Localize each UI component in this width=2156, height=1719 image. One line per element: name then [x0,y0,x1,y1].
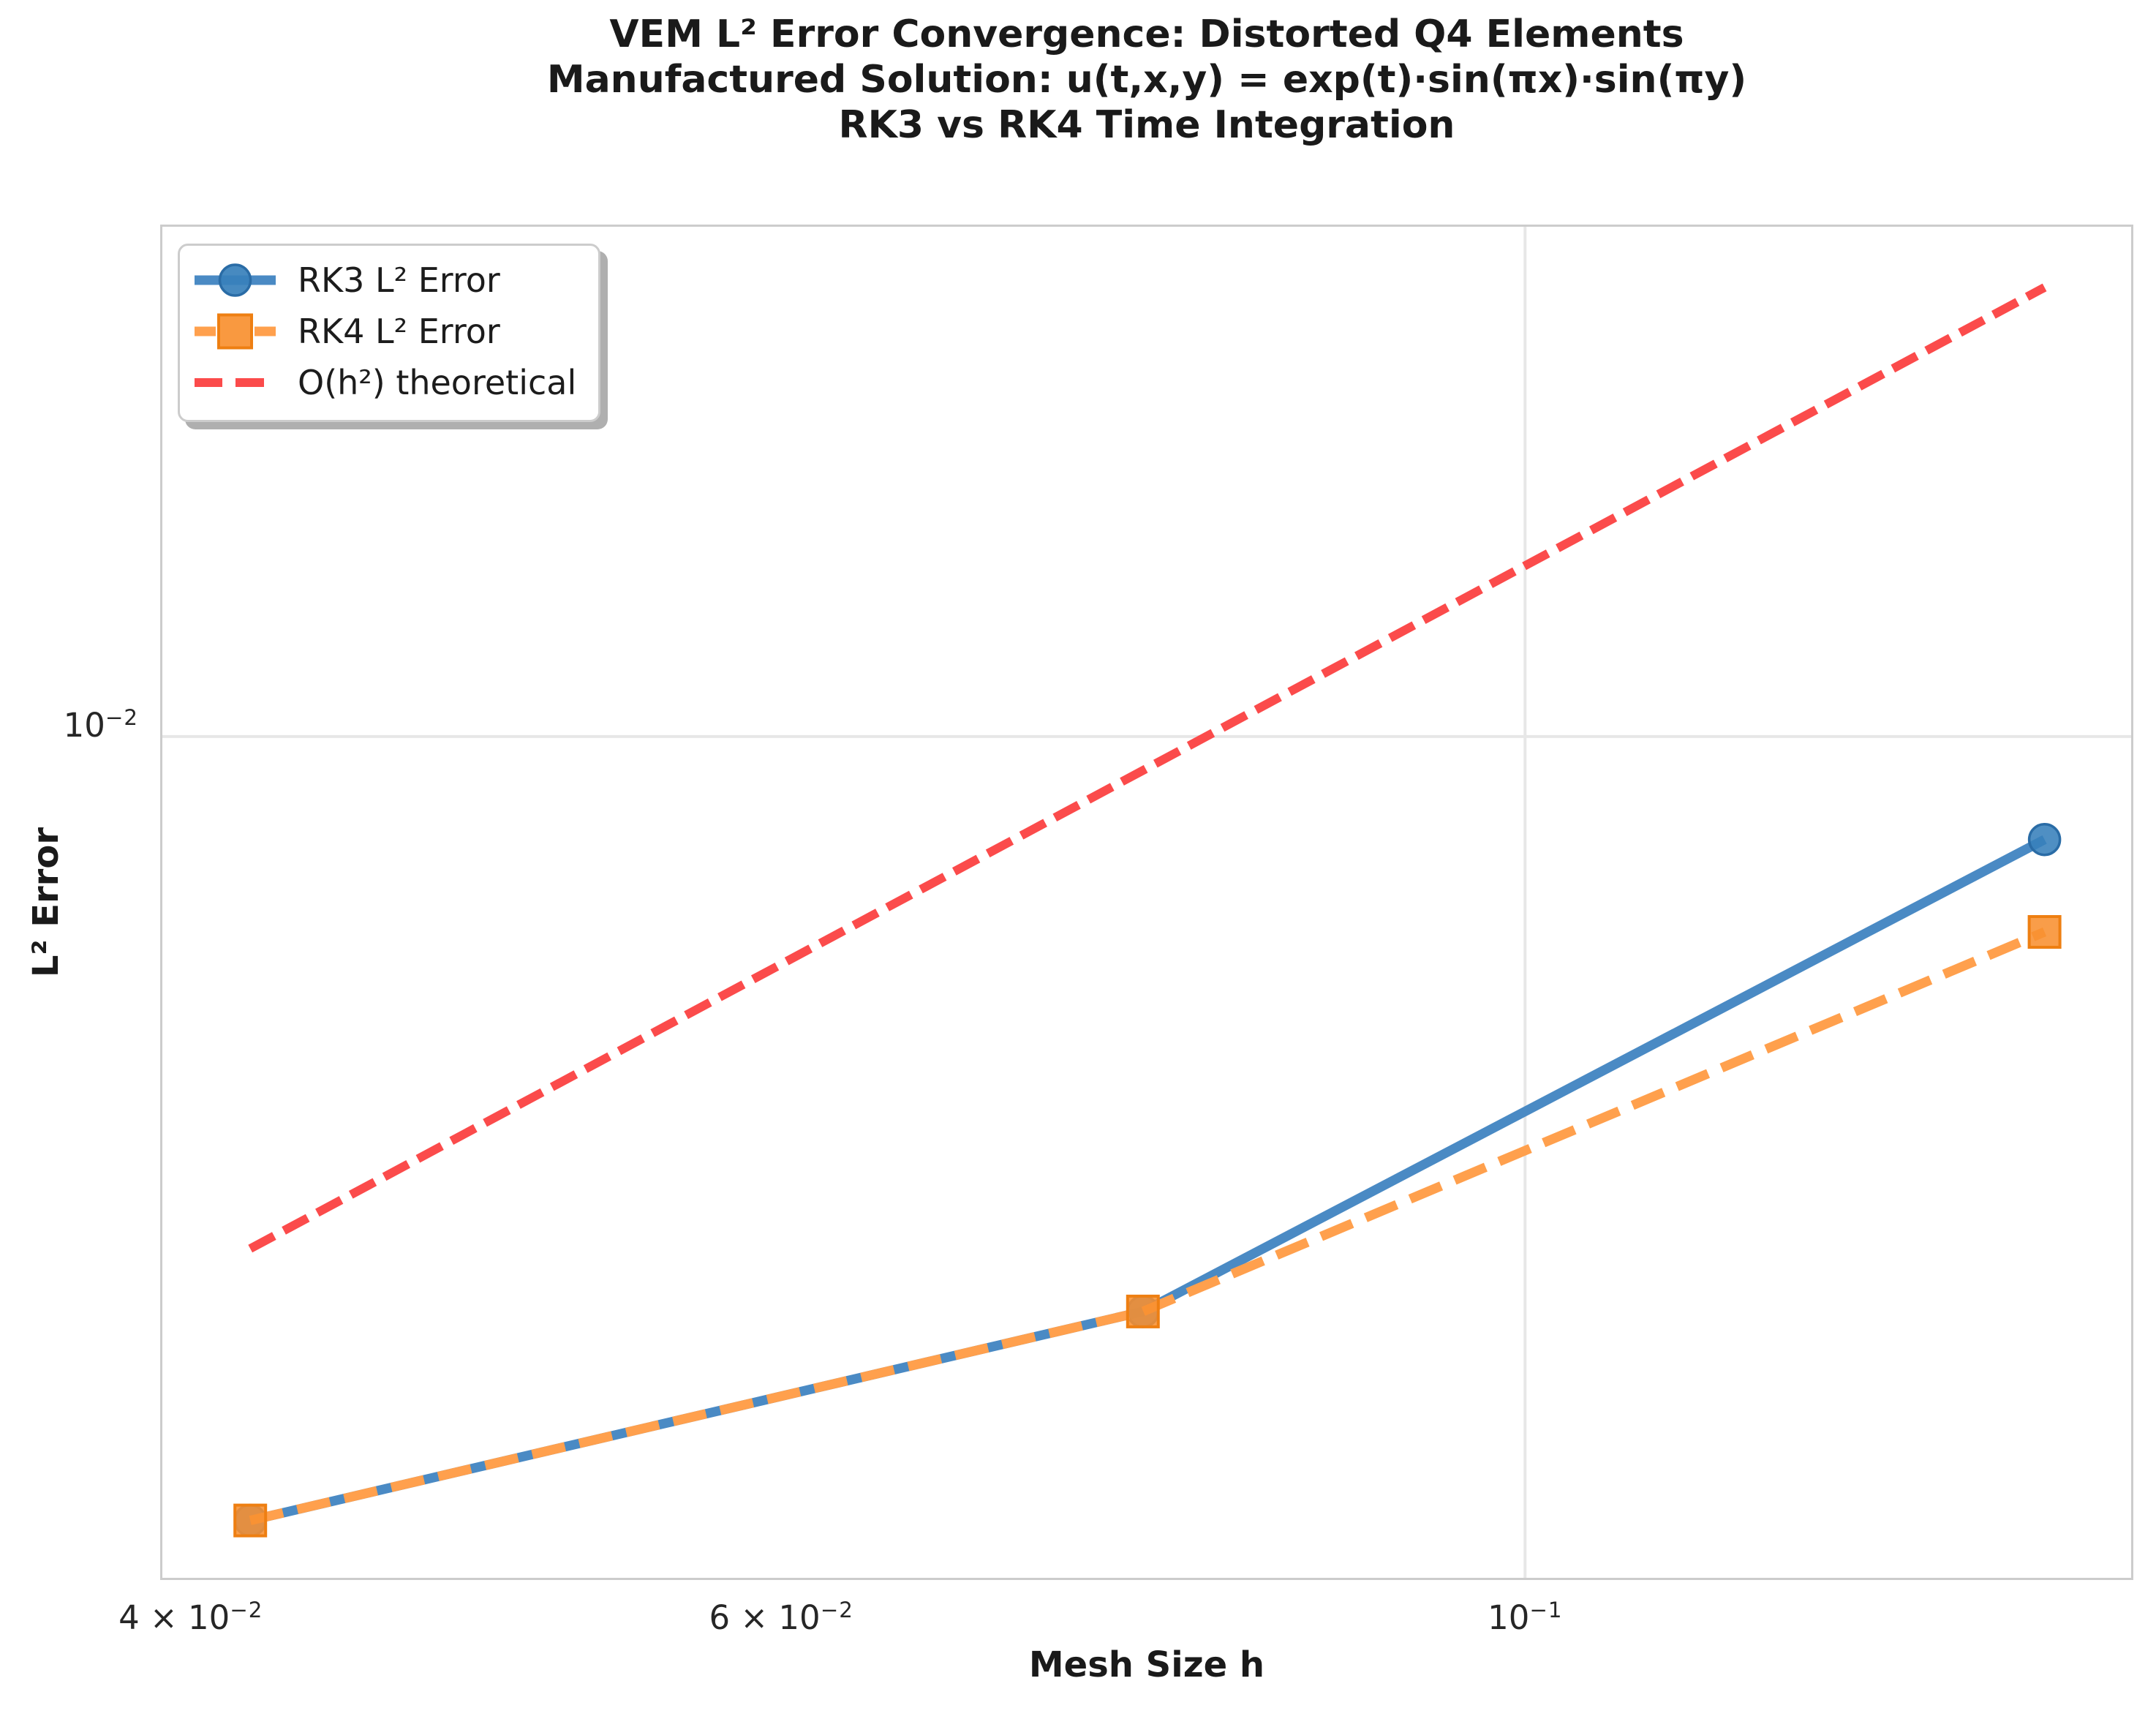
rk4-marker [2027,915,2062,949]
x-axis-label: Mesh Size h [1028,1644,1265,1685]
legend: RK3 L² Error RK4 L² Error O(h²) theoreti… [178,244,601,422]
x-tick-label: 10−1 [1488,1597,1563,1637]
y-tick-label: 10−2 [63,704,138,745]
y-axis-label-wrap: L² Error [20,225,72,1580]
rk4-marker [1126,1294,1160,1328]
legend-item-reference: O(h²) theoretical [193,357,576,408]
chart-title-line-3: RK3 vs RK4 Time Integration [838,103,1455,147]
rk3-line [249,835,2047,1525]
plot-area [160,225,2133,1580]
x-tick-label: 4 × 10−2 [118,1597,263,1637]
rk4-marker [233,1503,268,1538]
chart-title-line-2: Manufactured Solution: u(t,x,y) = exp(t)… [546,58,1747,102]
plot-border [160,225,2133,1580]
legend-label-rk4: RK4 L² Error [298,312,500,351]
legend-label-rk3: RK3 L² Error [298,260,500,300]
rk3-line-circle-icon [195,263,276,297]
reference-line [248,283,2047,1253]
y-axis-label: L² Error [26,827,67,978]
legend-item-rk4: RK4 L² Error [193,306,576,357]
chart-title: VEM L² Error Convergence: Distorted Q4 E… [160,12,2133,148]
x-tick-label: 6 × 10−2 [709,1597,853,1637]
legend-item-rk3: RK3 L² Error [193,255,576,306]
rk4-line [249,928,2047,1525]
legend-label-reference: O(h²) theoretical [298,363,577,402]
rk4-dashed-square-icon [195,313,276,350]
chart-title-line-1: VEM L² Error Convergence: Distorted Q4 E… [609,12,1684,56]
rk3-marker [2027,822,2062,857]
reference-dashed-line-icon [195,378,264,387]
